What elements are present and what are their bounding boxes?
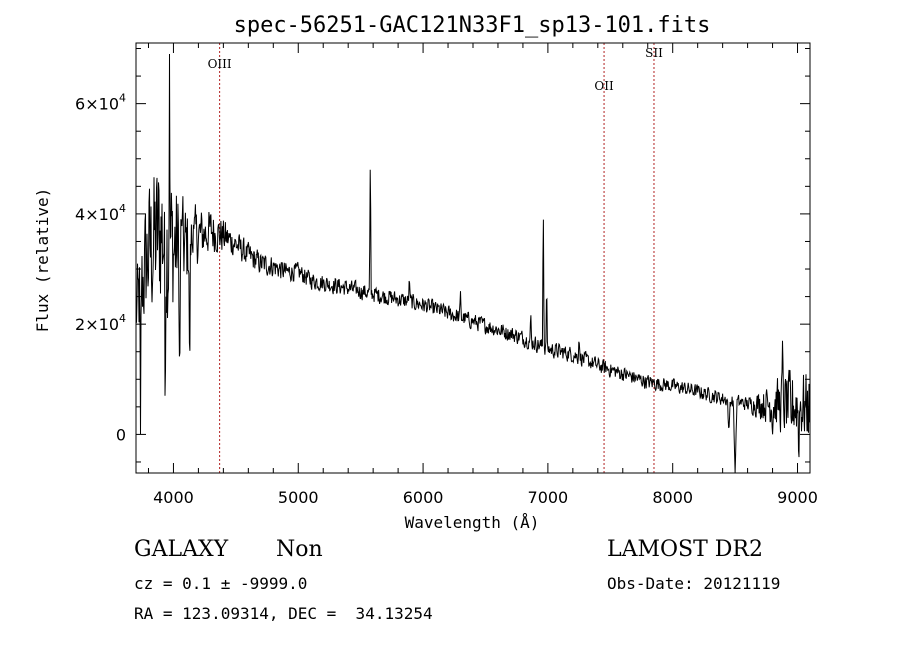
y-tick-label: 2×104 — [75, 312, 126, 334]
reference-lines: OIII OII SII — [208, 43, 663, 473]
reference-line-label-oiii: OIII — [208, 57, 232, 71]
x-tick-label: 8000 — [652, 488, 693, 507]
object-class: GALAXY — [134, 537, 229, 562]
spectrum-series-line — [135, 53, 811, 474]
obs-date: Obs-Date: 20121119 — [607, 574, 781, 593]
reference-line-label-sii: SII — [645, 46, 663, 60]
y-tick-label: 6×104 — [75, 92, 126, 114]
y-tick-label: 0 — [116, 425, 126, 444]
x-tick-label: 9000 — [777, 488, 818, 507]
reference-line-label-oii: OII — [594, 79, 614, 93]
y-axis-label: Flux (relative) — [33, 188, 52, 333]
survey-name: LAMOST DR2 — [607, 537, 763, 562]
x-tick-label: 4000 — [153, 488, 194, 507]
x-axis-label: Wavelength (Å) — [405, 513, 540, 532]
plot-frame — [135, 42, 811, 474]
y-tick-label: 4×104 — [75, 202, 126, 224]
x-tick-label: 7000 — [528, 488, 569, 507]
axis-ticks: 4000 5000 6000 7000 8000 9000 0 2×104 4×104 6×104 — [75, 43, 818, 507]
coordinates-readout: RA = 123.09314, DEC = 34.13254 — [134, 604, 433, 623]
object-subclass: Non — [276, 537, 323, 562]
chart-title: spec-56251-GAC121N33F1_sp13-101.fits — [234, 13, 711, 38]
x-tick-label: 6000 — [403, 488, 444, 507]
x-tick-label: 5000 — [278, 488, 319, 507]
redshift-readout: cz = 0.1 ± -9999.0 — [134, 574, 308, 593]
